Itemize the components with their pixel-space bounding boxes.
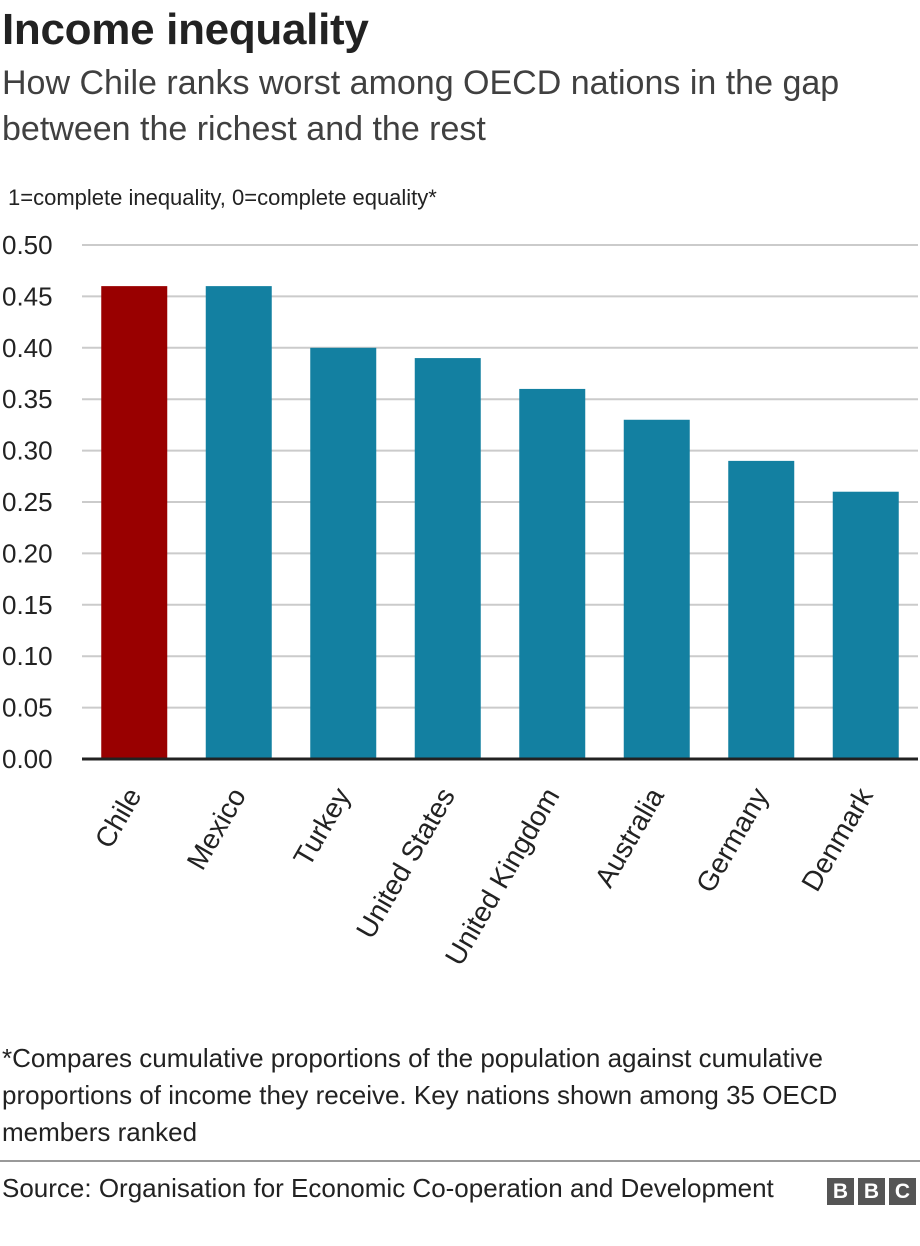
- bar-chile: [101, 286, 168, 759]
- bbc-logo-letter-b1: B: [827, 1178, 854, 1205]
- bar-mexico: [205, 286, 272, 759]
- y-tick-label: 0.00: [2, 744, 53, 774]
- bbc-logo-letter-c: C: [889, 1178, 916, 1205]
- x-tick-label: Chile: [89, 783, 148, 854]
- y-axis-note: 1=complete inequality, 0=complete equali…: [8, 185, 437, 210]
- y-tick-label: 0.45: [2, 281, 53, 311]
- x-tick-label: Denmark: [795, 782, 879, 897]
- chart-subtitle: How Chile ranks worst among OECD nations…: [2, 64, 840, 148]
- bar-turkey: [310, 347, 377, 759]
- y-tick-label: 0.15: [2, 590, 53, 620]
- bbc-logo-letter-b2: B: [858, 1178, 885, 1205]
- y-tick-label: 0.30: [2, 436, 53, 466]
- y-tick-label: 0.05: [2, 693, 53, 723]
- x-tick-label: Turkey: [287, 783, 356, 872]
- y-tick-label: 0.50: [2, 230, 53, 260]
- y-tick-label: 0.40: [2, 333, 53, 363]
- y-tick-label: 0.10: [2, 641, 53, 671]
- y-tick-label: 0.20: [2, 538, 53, 568]
- x-tick-label: United States: [350, 783, 461, 944]
- y-axis-ticks: 0.00 0.05 0.10 0.15 0.20 0.25 0.30 0.35 0.40 0.45…: [2, 230, 53, 774]
- x-tick-label: United Kingdom: [439, 783, 565, 971]
- bar-australia: [623, 419, 690, 759]
- footnote: *Compares cumulative proportions of the …: [2, 1043, 838, 1147]
- bar-united-states: [414, 358, 481, 759]
- y-tick-label: 0.25: [2, 487, 53, 517]
- chart-title: Income inequality: [2, 5, 369, 54]
- x-tick-label: Australia: [589, 782, 671, 892]
- bar-chart: 0.00 0.05 0.10 0.15 0.20 0.25 0.30 0.35 0.40 0.45…: [2, 230, 918, 971]
- x-tick-label: Germany: [690, 783, 774, 898]
- bar-germany: [728, 460, 795, 759]
- y-tick-label: 0.35: [2, 384, 53, 414]
- bbc-logo: B B C: [827, 1178, 916, 1205]
- bar-denmark: [832, 491, 899, 759]
- source-note: Source: Organisation for Economic Co-ope…: [2, 1173, 774, 1203]
- bar-united-kingdom: [519, 388, 586, 759]
- x-tick-label: Mexico: [181, 783, 252, 875]
- bars: [82, 286, 918, 761]
- footer-divider: [0, 1160, 920, 1162]
